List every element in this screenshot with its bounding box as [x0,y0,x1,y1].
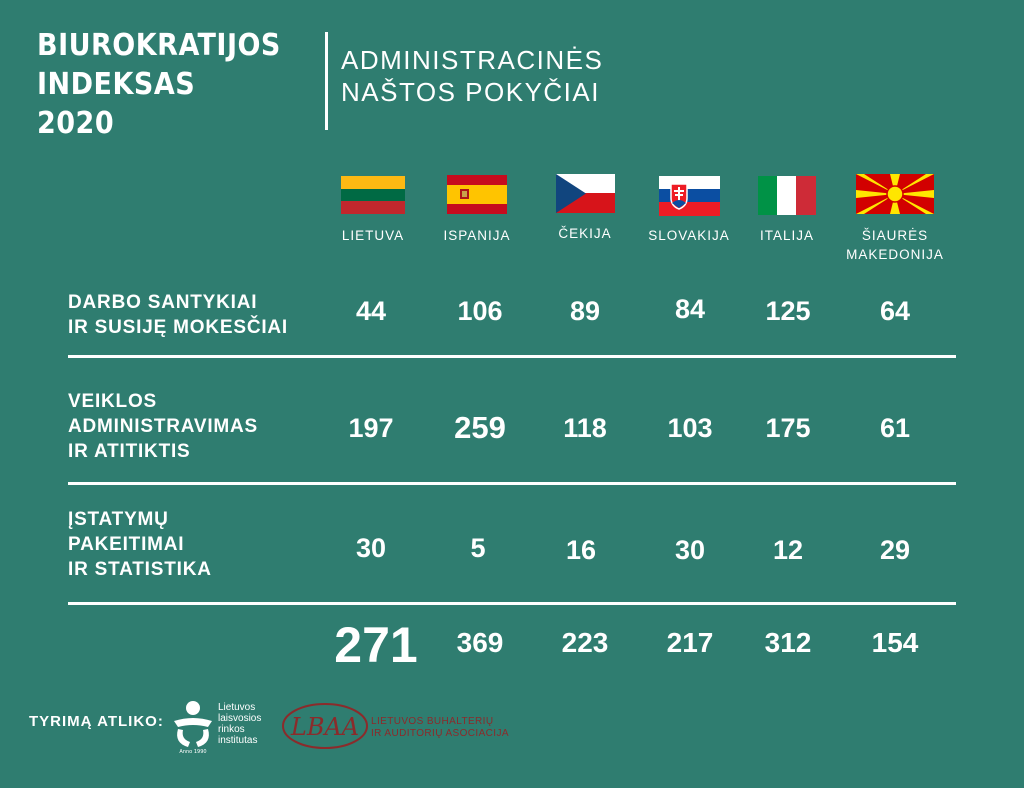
total-value: 154 [871,627,919,658]
spain-flag [447,175,507,214]
table-cell: 89 [569,296,601,326]
country-label: ITALIJA [759,228,814,243]
lbaa-name: LIETUVOS BUHALTERIŲ IR AUDITORIŲ ASOCIAC… [371,716,509,739]
table-cell: 64 [879,296,911,326]
table-cell: 125 [765,296,811,326]
title-divider [325,32,328,130]
table-cell: 61 [879,413,911,443]
lithuania-flag [341,176,405,214]
footer-label: TYRIMĄ ATLIKO: [29,713,164,730]
row-divider [68,482,956,485]
country-label: ŠIAURĖS MAKEDONIJA [846,228,944,262]
table-cell: 29 [879,535,911,565]
row-label: VEIKLOS ADMINISTRAVIMAS IR ATITIKTIS [68,391,259,462]
row-label: DARBO SANTYKIAI IR SUSIJĘ MOKESČIAI [68,292,289,338]
north-macedonia-flag [856,174,934,214]
table-cell: 118 [563,413,607,443]
row-divider [68,355,956,358]
table-cell: 44 [355,296,387,326]
table-cell: 197 [348,413,394,443]
table-cell: 106 [457,296,503,326]
table-cell: 103 [667,413,713,443]
table-cell: 259 [454,410,506,445]
row-divider [68,602,956,605]
total-value: 369 [456,627,504,658]
total-value: 223 [561,627,609,658]
lbaa-logo: LBAA [282,703,368,749]
page-title: BIUROKRATIJOS INDEKSAS 2020 [37,28,281,141]
country-label: ISPANIJA [443,228,511,243]
row-label: ĮSTATYMŲ PAKEITIMAI IR STATISTIKA [68,509,212,580]
czechia-flag [556,174,615,213]
table-cell: 30 [355,533,387,563]
svg-text:LBAA: LBAA [290,713,359,741]
slovakia-flag [659,176,720,216]
italy-flag [758,176,816,215]
total-value: 217 [666,627,714,658]
country-label: SLOVAKIJA [648,228,730,243]
total-value: 312 [764,627,812,658]
table-cell: 5 [470,533,486,563]
table-cell: 12 [772,535,804,565]
llri-logo: Anno 1990 [174,701,212,755]
table-cell: 16 [565,535,597,565]
llri-name: Lietuvos laisvosios rinkos institutas [218,702,262,746]
country-label: LIETUVA [341,228,405,243]
svg-text:Anno 1990: Anno 1990 [179,749,206,755]
table-cell: 84 [674,294,706,324]
page-subtitle: ADMINISTRACINĖS NAŠTOS POKYČIAI [341,45,604,107]
table-cell: 30 [674,535,706,565]
total-value: 271 [334,617,418,673]
table-cell: 175 [765,413,811,443]
country-label: ČEKIJA [558,226,612,241]
